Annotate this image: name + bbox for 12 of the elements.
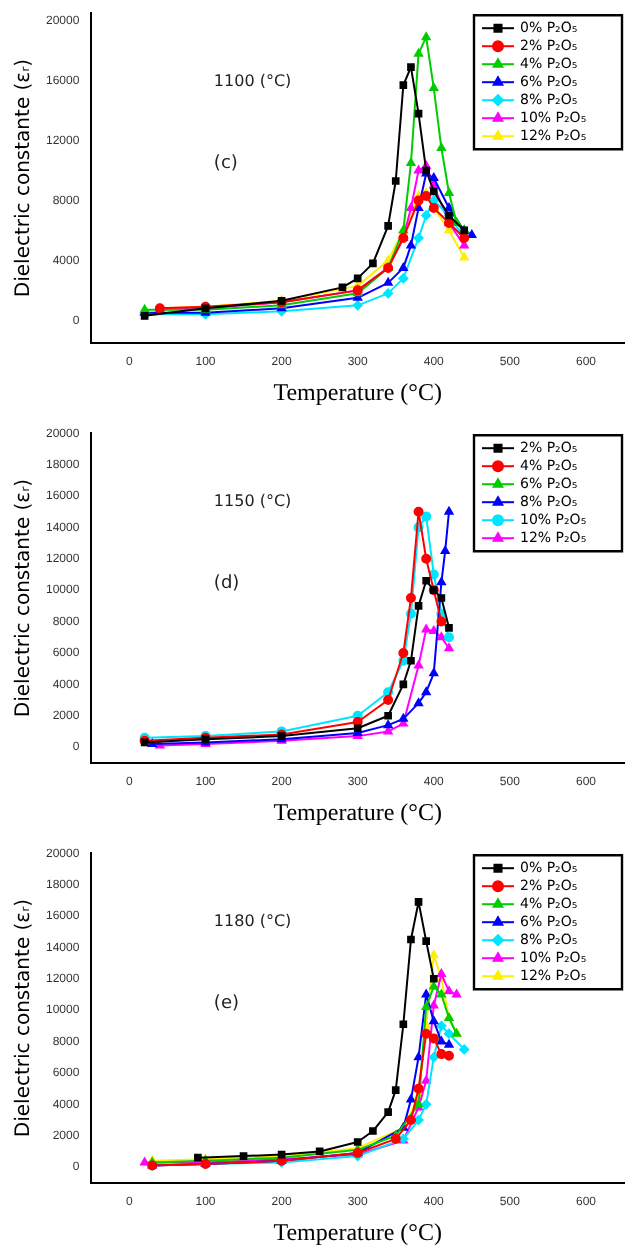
y-axis-title: Dielectric constante (εᵣ)	[13, 58, 36, 298]
annotation: 1150 (°C)	[213, 491, 292, 510]
x-axis-title: Temperature (°C)	[273, 1217, 442, 1246]
x-axis-title: Temperature (°C)	[273, 797, 442, 826]
annotation: (c)	[213, 154, 238, 175]
annotation: 1100 (°C)	[213, 71, 292, 90]
y-axis-title: Dielectric constante (εᵣ)	[13, 478, 36, 718]
annotation: (e)	[213, 994, 239, 1015]
annotation: 1180 (°C)	[213, 911, 292, 930]
x-axis-title: Temperature (°C)	[273, 377, 442, 406]
annotation: (d)	[213, 574, 240, 595]
y-axis-title: Dielectric constante (εᵣ)	[13, 898, 36, 1138]
